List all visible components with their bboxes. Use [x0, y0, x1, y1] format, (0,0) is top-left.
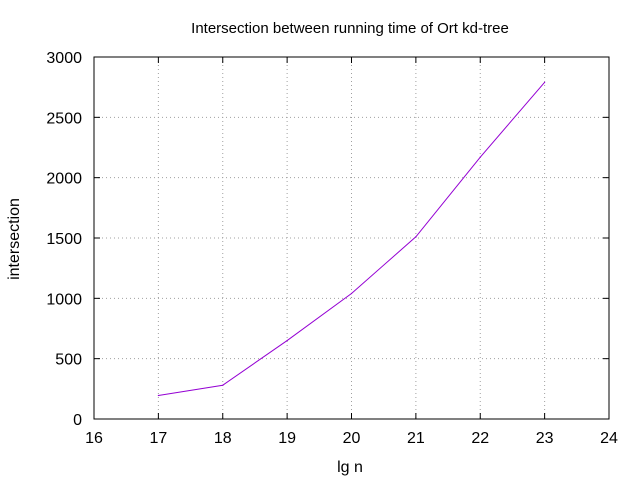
data-point [479, 156, 481, 158]
y-tick-label: 500 [55, 352, 82, 369]
y-tick-label: 0 [73, 412, 82, 429]
data-point [157, 394, 159, 397]
x-tick-label: 22 [471, 430, 489, 447]
y-axis-title: intersection [6, 198, 23, 280]
data-point [544, 81, 546, 83]
data-point [222, 384, 224, 386]
tick-layer: 16 17 18 19 20 21 22 23 24 0 500 1000 1500 2000 2500 30… [46, 50, 618, 447]
y-tick-label: 2500 [46, 110, 82, 127]
x-tick-label: 23 [536, 430, 554, 447]
x-tick-label: 18 [214, 430, 232, 447]
y-tick-label: 1500 [46, 231, 82, 248]
data-point [286, 339, 288, 342]
x-tick-label: 19 [278, 430, 296, 447]
data-point [350, 292, 353, 295]
x-tick-label: 16 [85, 430, 103, 447]
y-tick-label: 3000 [46, 50, 82, 67]
data-point [415, 236, 417, 238]
y-tick-label: 1000 [46, 291, 82, 308]
y-tick-label: 2000 [46, 171, 82, 188]
x-tick-label: 24 [600, 430, 618, 447]
grid-layer [94, 57, 609, 419]
x-axis-title: lg n [337, 459, 363, 476]
chart-title: Intersection between running time of Ort… [191, 20, 509, 37]
series-layer [157, 81, 546, 397]
x-tick-label: 21 [407, 430, 425, 447]
x-tick-label: 20 [343, 430, 361, 447]
x-tick-label: 17 [149, 430, 167, 447]
